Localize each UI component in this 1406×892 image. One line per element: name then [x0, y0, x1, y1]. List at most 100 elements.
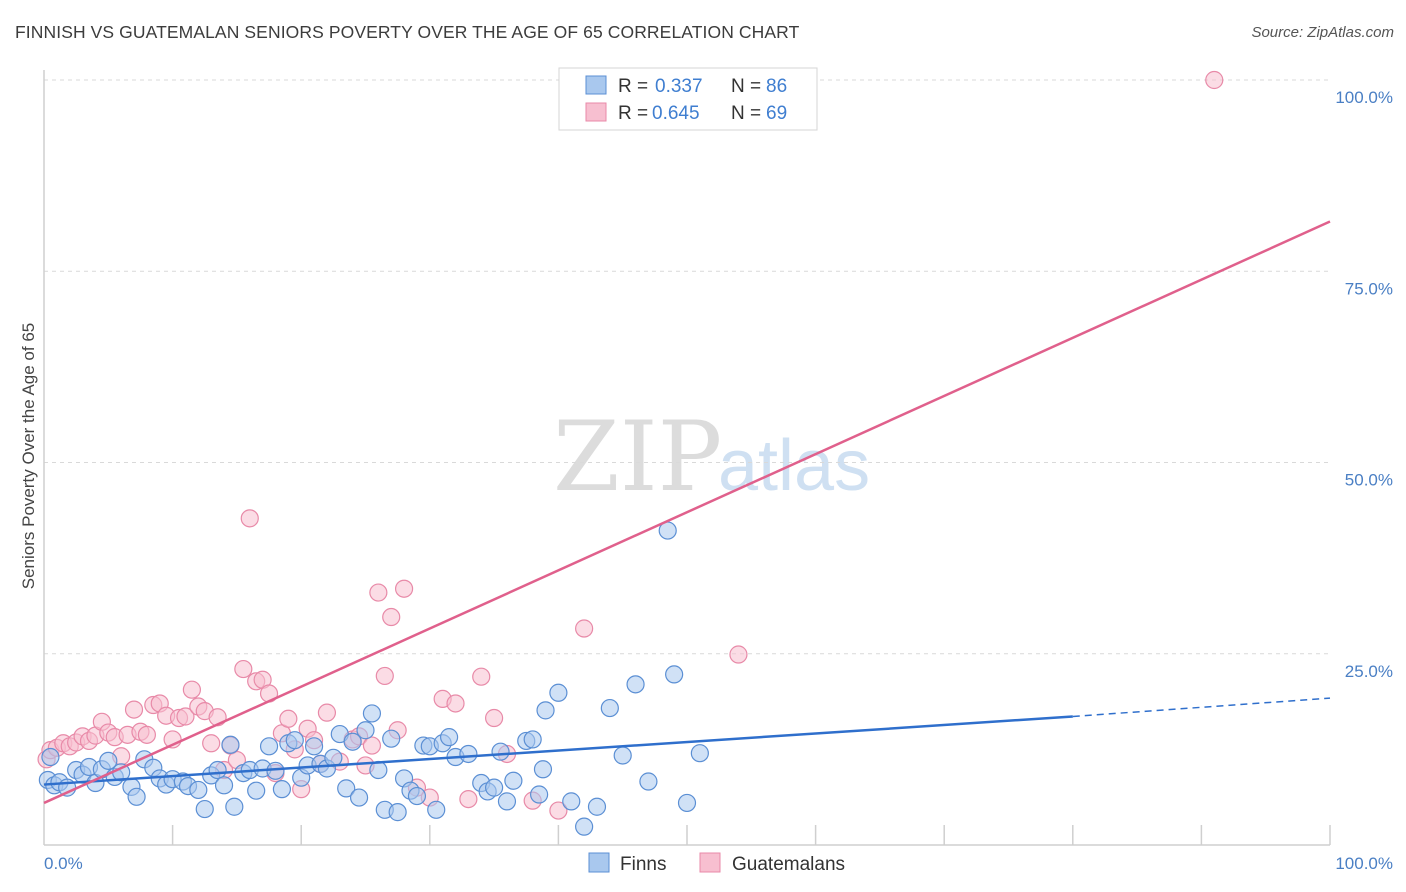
legend-finns-n-label: N =: [731, 76, 761, 97]
y-tick-label-50: 50.0%: [1345, 471, 1393, 490]
finns-point-23: [195, 799, 214, 819]
legend-finns-r-value: 0.337: [655, 76, 703, 97]
guatemalans-point-65: [575, 619, 594, 638]
finns-point-71: [523, 730, 542, 749]
finns-point-43: [324, 748, 343, 767]
finns-point-48: [356, 721, 375, 740]
x-ticks: [171, 825, 1331, 845]
finns-point-79: [600, 698, 619, 718]
finns-point-76: [562, 792, 581, 811]
finns-point-85: [677, 793, 697, 813]
finns-point-78: [587, 797, 607, 816]
finns-point-61: [439, 728, 459, 747]
watermark-zip: ZIP: [553, 401, 722, 513]
chart-title: FINNISH VS GUATEMALAN SENIORS POVERTY OV…: [15, 22, 800, 42]
legend-guat-n-label: N =: [731, 103, 761, 124]
guatemalans-point-58: [446, 694, 465, 713]
finns-point-81: [626, 675, 645, 694]
source-label: Source: ZipAtlas.com: [1251, 24, 1394, 41]
guatemalans-point-23: [182, 680, 201, 699]
finns-point-84: [665, 665, 684, 684]
finns-point-35: [272, 780, 292, 799]
finns-point-56: [407, 786, 427, 806]
watermark-atlas: atlas: [718, 426, 870, 506]
finns-point-46: [343, 732, 362, 751]
guatemalans-point-59: [459, 789, 478, 809]
guatemalans-point-49: [362, 736, 382, 755]
finns-point-40: [304, 737, 324, 756]
guatemalans-point-50: [369, 583, 388, 602]
finns-point-27: [221, 735, 240, 754]
finns-point-37: [285, 731, 304, 750]
guatemalans-point-52: [382, 607, 401, 627]
legend-finns-r-label: R =: [618, 76, 648, 97]
finns-point-75: [549, 683, 568, 702]
finns-point-10: [99, 751, 118, 770]
guatemalans-point-32: [240, 509, 259, 528]
finns-point-63: [459, 744, 478, 764]
finns-trend-line: [43, 715, 1073, 786]
guatemalans-point-22: [176, 707, 195, 726]
legend-finns-swatch: [585, 75, 607, 95]
legend-finns-n-value: 86: [766, 76, 787, 97]
guatemalans-point-16: [137, 725, 156, 744]
guatemalans-point-44: [317, 703, 337, 722]
finns-point-14: [127, 787, 146, 806]
legend-guat-r-label: R =: [618, 103, 648, 124]
finns-trend-extension: [1072, 697, 1331, 718]
bottom-legend-finns-label: Finns: [620, 854, 666, 875]
guatemalans-point-61: [485, 708, 504, 728]
guatemalans-point-68: [1205, 70, 1224, 90]
finns-point-86: [690, 744, 709, 763]
legend-guat-swatch: [585, 102, 607, 122]
legend-guat-r-value: 0.645: [652, 103, 700, 124]
guatemalans-point-31: [234, 659, 253, 679]
finns-point-68: [497, 792, 517, 811]
finns-point-26: [214, 776, 234, 795]
finns-point-69: [504, 771, 523, 790]
bottom-legend-guat-label: Guatemalans: [732, 854, 845, 875]
guatemalans-point-38: [279, 709, 298, 728]
finns-point-82: [639, 772, 658, 791]
finns-point-77: [575, 817, 594, 836]
finns-point-80: [613, 746, 632, 765]
finns-point-25: [208, 760, 227, 780]
guatemalans-point-51: [375, 666, 394, 686]
finns-point-67: [491, 742, 510, 761]
finns-point-73: [533, 760, 553, 779]
bottom-legend: Finns Guatemalans: [588, 852, 845, 875]
grid: [44, 79, 1330, 655]
x-tick-label-max: 100.0%: [1335, 854, 1393, 873]
series-finns-points: [38, 521, 709, 836]
legend: R = 0.337 N = 86 R = 0.645 N = 69: [558, 67, 818, 131]
guatemalans-point-60: [472, 667, 491, 686]
series-guatemalans-points: [37, 70, 1224, 820]
guatemalans-trend-line: [43, 220, 1331, 805]
finns-point-31: [247, 781, 266, 800]
guatemalans-point-14: [124, 700, 144, 719]
guatemalans-point-64: [549, 801, 568, 820]
y-tick-label-25: 25.0%: [1345, 662, 1393, 681]
legend-guat-n-value: 69: [766, 103, 787, 124]
finns-point-52: [382, 729, 401, 748]
bottom-legend-guat-swatch: [699, 852, 721, 873]
finns-point-47: [349, 788, 369, 807]
finns-point-22: [189, 780, 208, 800]
finns-point-74: [536, 701, 555, 720]
finns-point-66: [485, 778, 504, 797]
finns-point-28: [225, 797, 244, 816]
guatemalans-point-26: [202, 734, 221, 753]
guatemalans-point-66: [729, 645, 748, 664]
finns-point-49: [362, 704, 382, 723]
y-tick-labels: 25.0% 50.0% 75.0% 100.0%: [1335, 88, 1393, 681]
guatemalans-point-54: [394, 579, 414, 598]
y-tick-label-75: 75.0%: [1345, 279, 1393, 298]
x-tick-label-min: 0.0%: [44, 854, 83, 873]
y-tick-label-100: 100.0%: [1335, 88, 1393, 107]
finns-point-45: [337, 779, 356, 798]
trend-lines: [43, 220, 1331, 805]
finns-point-59: [427, 800, 446, 819]
finns-point-53: [388, 803, 407, 822]
y-axis-label: Seniors Poverty Over the Age of 65: [19, 323, 38, 589]
